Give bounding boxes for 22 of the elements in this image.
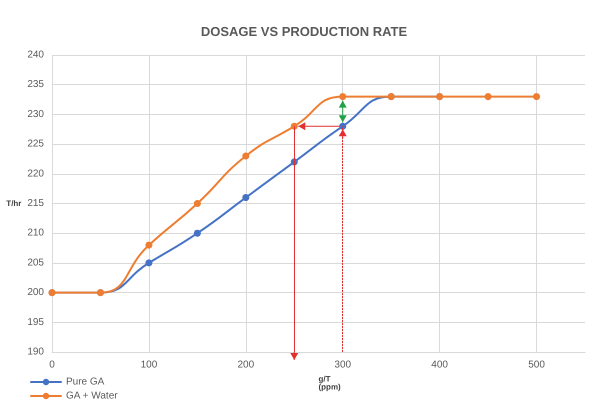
y-axis-title: T/hr [6,199,22,208]
x-tick-label: 0 [49,360,56,370]
y-tick-label: 215 [27,198,44,209]
y-tick-label: 240 [27,50,44,60]
legend-label: Pure GA [66,376,105,388]
x-tick-label: 100 [140,360,158,370]
x-axis-title: g/T (ppm) [318,374,342,392]
y-tick-label: 195 [27,316,44,328]
chart-title: DOSAGE VS PRODUCTION RATE [200,24,408,39]
x-tick-label: 400 [431,360,448,370]
y-tick-label: 225 [27,138,44,150]
y-tick-label: 205 [27,257,44,268]
y-tick-label: 210 [27,228,44,239]
x-tick-label: 200 [237,360,255,370]
y-tick-label: 200 [27,287,44,298]
x-tick-label: 300 [334,360,352,370]
y-tick-label: 230 [27,108,44,120]
y-tick-label: 220 [27,168,44,180]
y-tick-label: 190 [27,346,44,358]
x-tick-label: 500 [528,360,546,370]
y-tick-label: 235 [27,79,44,90]
legend-label: GA + Water [66,390,118,402]
